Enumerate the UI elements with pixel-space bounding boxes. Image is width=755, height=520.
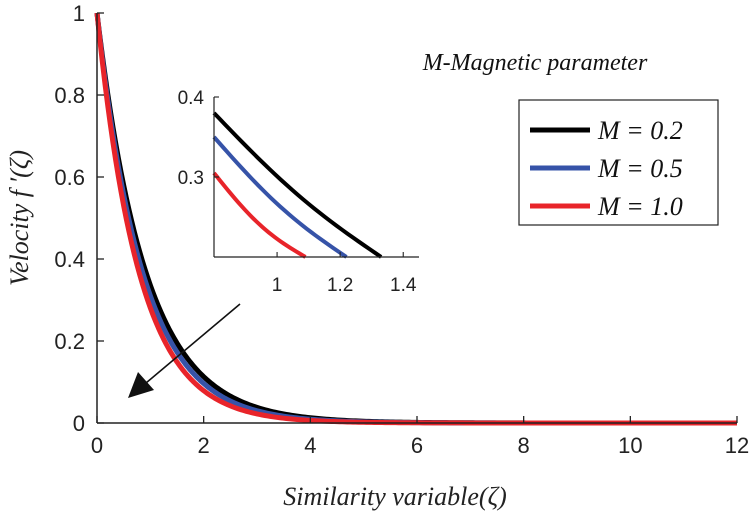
- x-tick-label: 8: [518, 433, 530, 458]
- legend-items: M = 0.2 M = 0.5 M = 1.0: [530, 116, 683, 221]
- y-tick-label: 0: [73, 411, 85, 436]
- legend-label-3: M = 1.0: [597, 192, 683, 221]
- x-axis-label: Similarity variable(ζ): [283, 482, 507, 511]
- y-tick-label: 0.4: [54, 247, 85, 272]
- y-tick-label: 0.6: [54, 165, 85, 190]
- inset-y-ticks: 0.3 0.4: [178, 88, 219, 189]
- y-axis-label: Velocity f ′(ζ): [5, 150, 34, 286]
- x-tick-label: 6: [411, 433, 423, 458]
- y-tick-label: 0.8: [54, 83, 85, 108]
- inset-x-tick-label: 1.2: [327, 275, 353, 296]
- inset-series-line-3: [212, 171, 307, 259]
- inset-y-tick-label: 0.4: [178, 88, 205, 109]
- inset-series-line-2: [212, 135, 348, 259]
- magnetic-parameter-annotation: M-Magnetic parameter: [422, 50, 648, 76]
- x-tick-label: 0: [91, 433, 103, 458]
- y-tick-label: 1: [73, 1, 85, 26]
- legend-label-1: M = 0.2: [597, 116, 683, 145]
- inset-series-line-1: [212, 111, 383, 259]
- inset-frame: [214, 97, 419, 257]
- x-tick-label: 2: [198, 433, 210, 458]
- inset-x-tick-label: 1: [272, 275, 283, 296]
- legend: M = 0.2 M = 0.5 M = 1.0: [518, 99, 719, 226]
- trend-arrow: [128, 303, 241, 398]
- y-ticks: 0 0.2 0.4 0.6 0.8 1: [54, 1, 104, 436]
- y-tick-label: 0.2: [54, 329, 85, 354]
- x-tick-label: 12: [725, 433, 749, 458]
- inset-y-tick-label: 0.3: [178, 168, 204, 189]
- x-tick-label: 4: [304, 433, 316, 458]
- inset-x-tick-label: 1.4: [390, 275, 417, 296]
- inset-x-ticks: 1 1.2 1.4: [272, 252, 417, 296]
- legend-label-2: M = 0.5: [597, 154, 683, 183]
- x-ticks: 0 2 4 6 8 10 12: [91, 416, 749, 458]
- x-tick-label: 10: [618, 433, 642, 458]
- inset-curves: [212, 111, 383, 259]
